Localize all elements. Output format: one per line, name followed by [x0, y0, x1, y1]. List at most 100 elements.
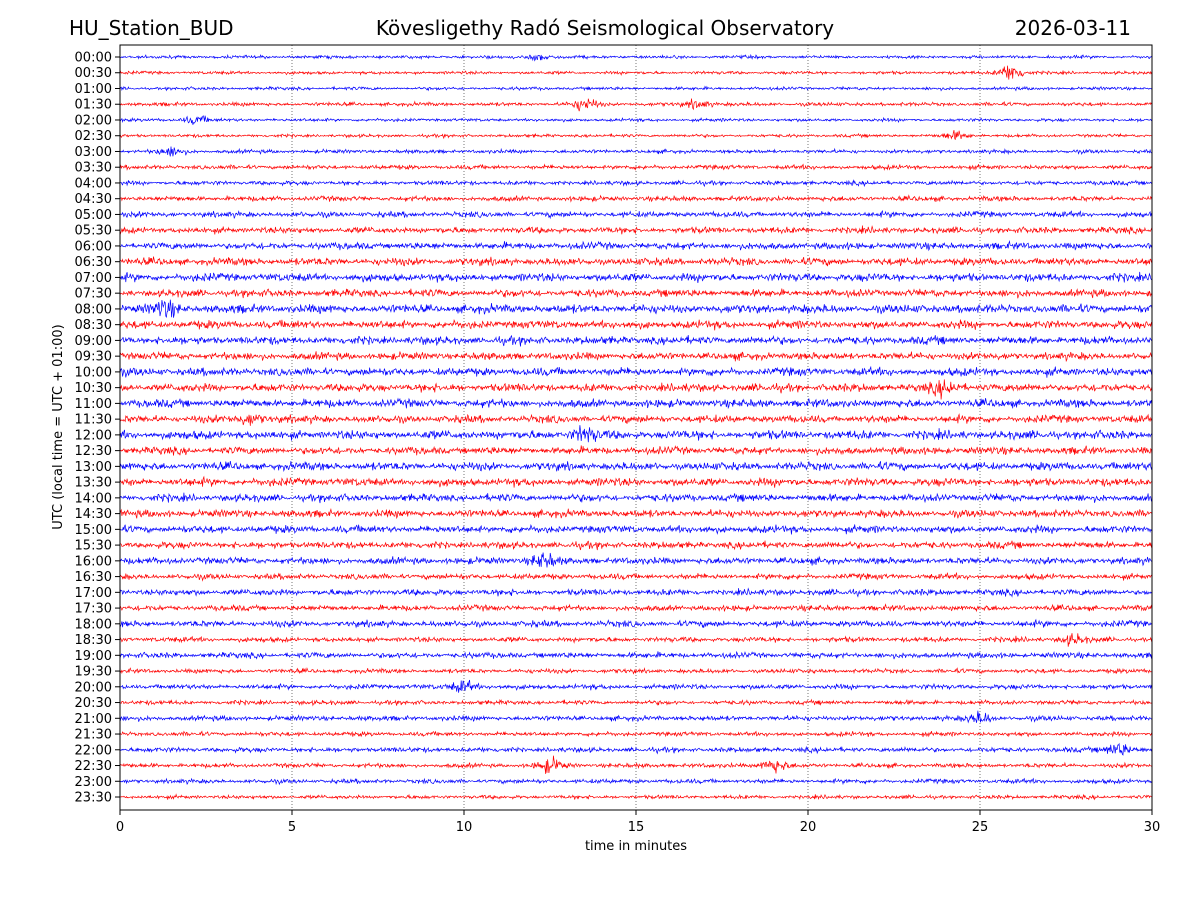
y-tick-label: 17:30 — [75, 602, 112, 617]
chart-title: Kövesligethy Radó Seismological Observat… — [376, 16, 834, 40]
trace-0030 — [119, 65, 1153, 80]
x-tick-label: 15 — [628, 820, 645, 835]
x-tick-label: 5 — [288, 820, 296, 835]
trace-0830 — [119, 319, 1153, 331]
y-tick-label: 23:00 — [75, 775, 112, 790]
y-tick-label: 14:30 — [75, 507, 112, 522]
trace-1330 — [119, 475, 1153, 488]
y-tick-label: 13:30 — [75, 476, 112, 491]
trace-0530 — [119, 225, 1153, 235]
trace-0200 — [119, 115, 1153, 125]
y-tick-label: 13:00 — [75, 460, 112, 475]
y-tick-label: 08:00 — [75, 302, 112, 317]
trace-0800 — [119, 299, 1153, 318]
y-tick-label: 10:30 — [75, 381, 112, 396]
x-tick-label: 20 — [800, 820, 817, 835]
trace-0730 — [119, 288, 1153, 299]
y-tick-label: 12:30 — [75, 444, 112, 459]
trace-1700 — [119, 587, 1153, 598]
grid-lines — [291, 45, 981, 810]
y-tick-label: 11:30 — [75, 413, 112, 428]
trace-0430 — [119, 194, 1153, 203]
y-tick-label: 02:30 — [75, 129, 112, 144]
trace-0400 — [120, 179, 1153, 188]
y-tick-label: 19:30 — [75, 665, 112, 680]
y-axis-label: UTC (local time = UTC + 01:00) — [51, 324, 66, 529]
trace-1000 — [119, 365, 1153, 378]
trace-2130 — [119, 730, 1153, 738]
y-tick-label: 01:00 — [75, 82, 112, 97]
x-tick-label: 10 — [456, 820, 473, 835]
x-tick-label: 25 — [972, 820, 989, 835]
y-tick-label: 04:00 — [75, 176, 112, 191]
trace-0300 — [119, 146, 1153, 157]
trace-1100 — [120, 397, 1153, 410]
y-tick-label: 09:00 — [75, 334, 112, 349]
trace-0000 — [119, 53, 1153, 62]
y-tick-label: 18:00 — [75, 617, 112, 632]
trace-1030 — [119, 379, 1153, 400]
trace-1900 — [119, 650, 1153, 660]
y-tick-label: 18:30 — [75, 633, 112, 648]
station-title: HU_Station_BUD — [69, 16, 234, 40]
trace-1130 — [119, 413, 1153, 426]
trace-1230 — [119, 445, 1153, 456]
y-tick-label: 22:30 — [75, 759, 112, 774]
y-tick-label: 20:30 — [75, 696, 112, 711]
trace-2000 — [119, 679, 1153, 693]
trace-1600 — [119, 552, 1153, 568]
y-tick-label: 06:30 — [75, 255, 112, 270]
y-axis: 00:0000:3001:0001:3002:0002:3003:0003:30… — [75, 51, 120, 806]
y-tick-label: 03:30 — [75, 161, 112, 176]
trace-1200 — [119, 425, 1153, 443]
y-tick-label: 22:00 — [75, 743, 112, 758]
y-tick-label: 08:30 — [75, 318, 112, 333]
trace-1300 — [119, 460, 1153, 473]
trace-0930 — [119, 350, 1153, 363]
y-tick-label: 16:30 — [75, 570, 112, 585]
trace-0130 — [119, 98, 1153, 112]
y-tick-label: 15:30 — [75, 539, 112, 554]
trace-0900 — [119, 334, 1153, 347]
trace-1830 — [119, 633, 1153, 647]
x-axis-label: time in minutes — [585, 839, 687, 854]
trace-0700 — [119, 271, 1153, 283]
y-tick-label: 21:00 — [75, 712, 112, 727]
y-tick-label: 02:00 — [75, 113, 112, 128]
trace-1800 — [119, 618, 1153, 629]
trace-0100 — [119, 85, 1153, 92]
y-tick-label: 04:30 — [75, 192, 112, 207]
y-tick-label: 19:00 — [75, 649, 112, 664]
trace-2330 — [119, 793, 1153, 801]
trace-1930 — [119, 667, 1153, 675]
trace-2030 — [119, 698, 1153, 707]
y-tick-label: 23:30 — [75, 791, 112, 806]
y-tick-label: 00:00 — [75, 51, 112, 66]
trace-1500 — [119, 524, 1153, 535]
trace-0330 — [119, 163, 1153, 171]
x-tick-label: 0 — [116, 820, 124, 835]
y-tick-label: 12:00 — [75, 428, 112, 443]
trace-1530 — [119, 540, 1153, 551]
trace-2300 — [119, 777, 1153, 786]
y-tick-label: 11:00 — [75, 397, 112, 412]
y-tick-label: 20:00 — [75, 680, 112, 695]
traces — [119, 53, 1153, 801]
y-tick-label: 09:30 — [75, 350, 112, 365]
trace-2230 — [119, 755, 1153, 774]
trace-2100 — [119, 710, 1153, 724]
y-tick-label: 03:00 — [75, 145, 112, 160]
trace-0500 — [119, 210, 1153, 220]
trace-0630 — [119, 256, 1153, 267]
trace-1400 — [119, 492, 1153, 504]
y-tick-label: 05:30 — [75, 224, 112, 239]
y-tick-label: 14:00 — [75, 491, 112, 506]
trace-1430 — [119, 508, 1153, 520]
y-tick-label: 15:00 — [75, 523, 112, 538]
x-tick-label: 30 — [1144, 820, 1161, 835]
y-tick-label: 01:30 — [75, 98, 112, 113]
date-title: 2026-03-11 — [1015, 16, 1131, 40]
x-axis: 0 5 10 15 20 25 30 — [116, 810, 1160, 835]
y-tick-label: 10:00 — [75, 365, 112, 380]
